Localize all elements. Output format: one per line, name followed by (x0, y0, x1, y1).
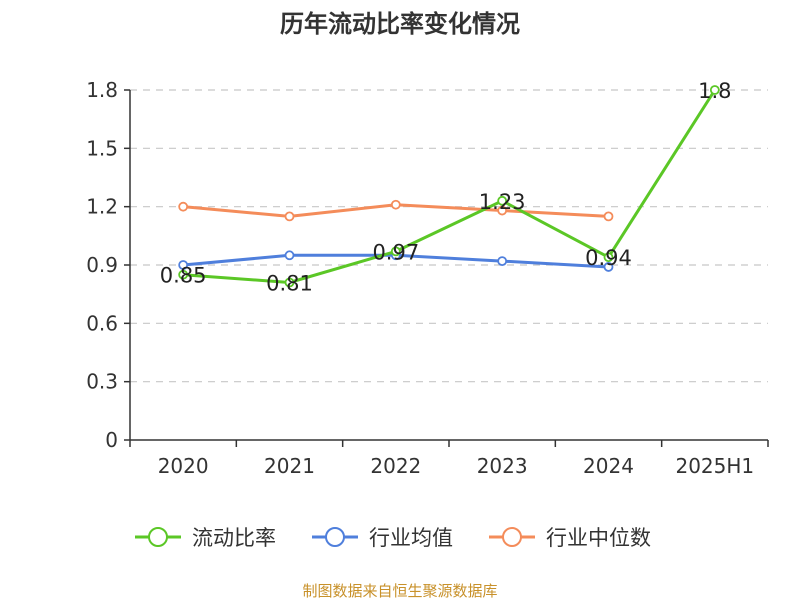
data-point (178, 201, 189, 212)
data-point (178, 269, 189, 280)
data-point (284, 250, 295, 261)
data-label: 0.85 (160, 264, 207, 288)
grid (130, 89, 768, 383)
data-label: 0.94 (585, 246, 632, 270)
y-tick-label: 0 (105, 428, 118, 452)
x-tick-label: 2024 (583, 454, 634, 478)
data-point (497, 205, 508, 216)
y-tick-label: 1.2 (86, 195, 118, 219)
y-tick-label: 0.9 (86, 253, 118, 277)
x-tick-label: 2023 (477, 454, 528, 478)
data-point (497, 256, 508, 267)
data-label: 1.8 (698, 79, 731, 103)
legend-label: 行业均值 (369, 526, 453, 550)
legend-item-1[interactable]: 行业均值 (312, 526, 453, 550)
x-tick-label: 2020 (158, 454, 209, 478)
series (178, 85, 720, 288)
y-tick-label: 1.8 (86, 78, 118, 102)
chart-title: 历年流动比率变化情况 (280, 10, 520, 38)
legend-item-0[interactable]: 流动比率 (135, 526, 276, 550)
legend-label: 流动比率 (192, 526, 276, 550)
legend-swatch-marker (148, 527, 168, 547)
legend[interactable]: 流动比率 行业均值 行业中位数 (135, 526, 651, 550)
data-label: 1.23 (479, 190, 526, 214)
y-tick-label: 0.3 (86, 370, 118, 394)
data-label: 0.97 (372, 240, 419, 264)
y-tick-label: 1.5 (86, 136, 118, 160)
data-point (284, 277, 295, 288)
legend-item-2[interactable]: 行业中位数 (489, 526, 651, 550)
data-labels: 0.85 0.81 0.97 1.23 0.94 1.8 (160, 79, 732, 296)
data-point (603, 252, 614, 263)
legend-label: 行业中位数 (546, 526, 651, 550)
data-point (178, 260, 189, 270)
data-point (603, 262, 614, 272)
source-note: 制图数据来自恒生聚源数据库 (302, 582, 497, 600)
data-label: 0.81 (266, 272, 313, 296)
x-tick-label: 2021 (264, 454, 315, 478)
data-point (284, 211, 295, 222)
data-point (390, 246, 401, 257)
y-tick-label: 0.6 (86, 311, 118, 335)
data-point (390, 199, 401, 210)
data-point (603, 211, 614, 222)
legend-swatch-marker (325, 527, 345, 547)
data-point (709, 85, 720, 95)
series-line-0 (183, 89, 717, 284)
axes: 0 0.3 0.6 0.9 1.2 1.5 1.8 2020 2021 2022 2023 2024 2… (86, 78, 769, 478)
x-tick-label: 2022 (370, 454, 421, 478)
x-tick-label: 2025H1 (675, 454, 754, 478)
legend-swatch-marker (502, 527, 522, 547)
data-point (497, 195, 508, 206)
